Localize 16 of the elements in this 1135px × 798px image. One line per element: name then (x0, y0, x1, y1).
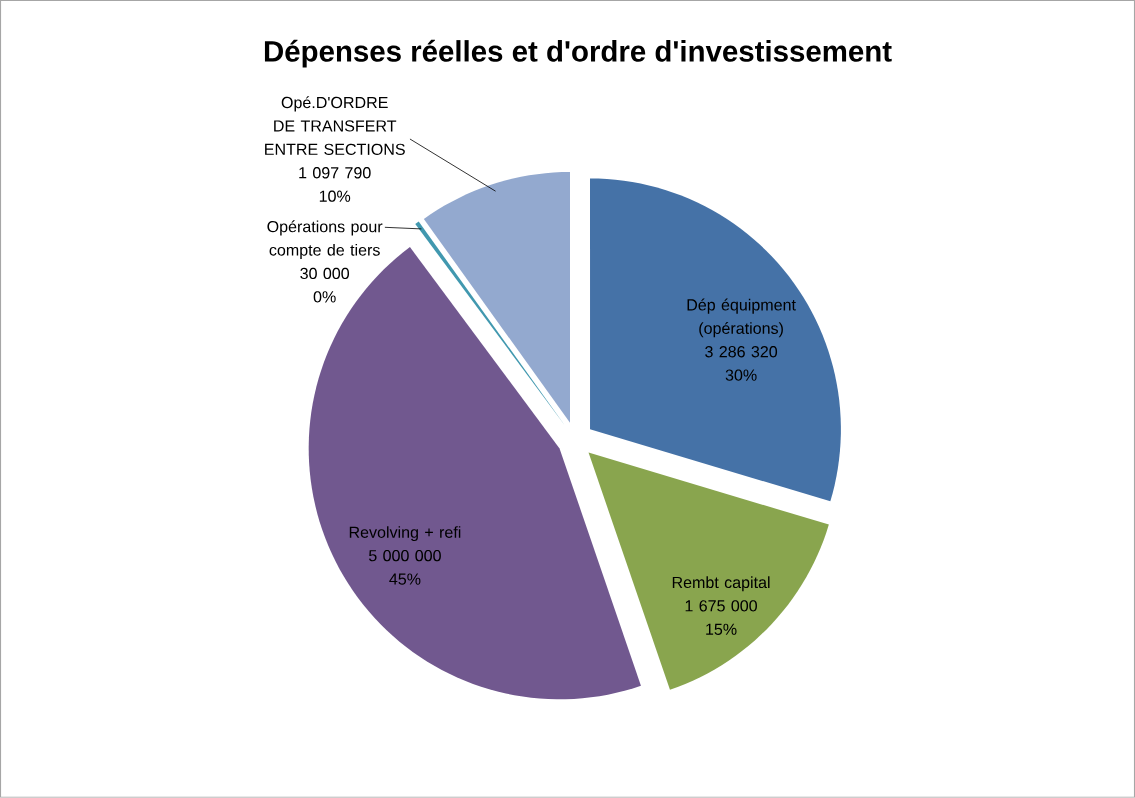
data-label: 30 000 (300, 267, 350, 280)
chart-title: Dépenses réelles et d'ordre d'investissement (264, 39, 892, 68)
slice-label: Dép équipment (opérations) (687, 298, 796, 338)
slice-label: Opérations pour compte de tiers (267, 220, 383, 259)
slice-label: Revolving + refi (349, 526, 461, 542)
slice-label: Opé.D'ORDRE DE TRANSFERT ENTRE SECTIONS (265, 96, 405, 156)
data-label: 1 097 790 (299, 167, 371, 179)
text: 45% (389, 573, 421, 585)
text: 15% (706, 623, 737, 635)
data-label: 1 675 000 (685, 600, 757, 612)
data-label: 3 286 320 (705, 346, 778, 358)
text: 30% (725, 369, 757, 381)
slice-label: Rembt capital (672, 576, 770, 592)
data-label: 5 000 000 (368, 550, 441, 562)
text: 10% (319, 190, 351, 202)
text: 0% (313, 291, 336, 303)
